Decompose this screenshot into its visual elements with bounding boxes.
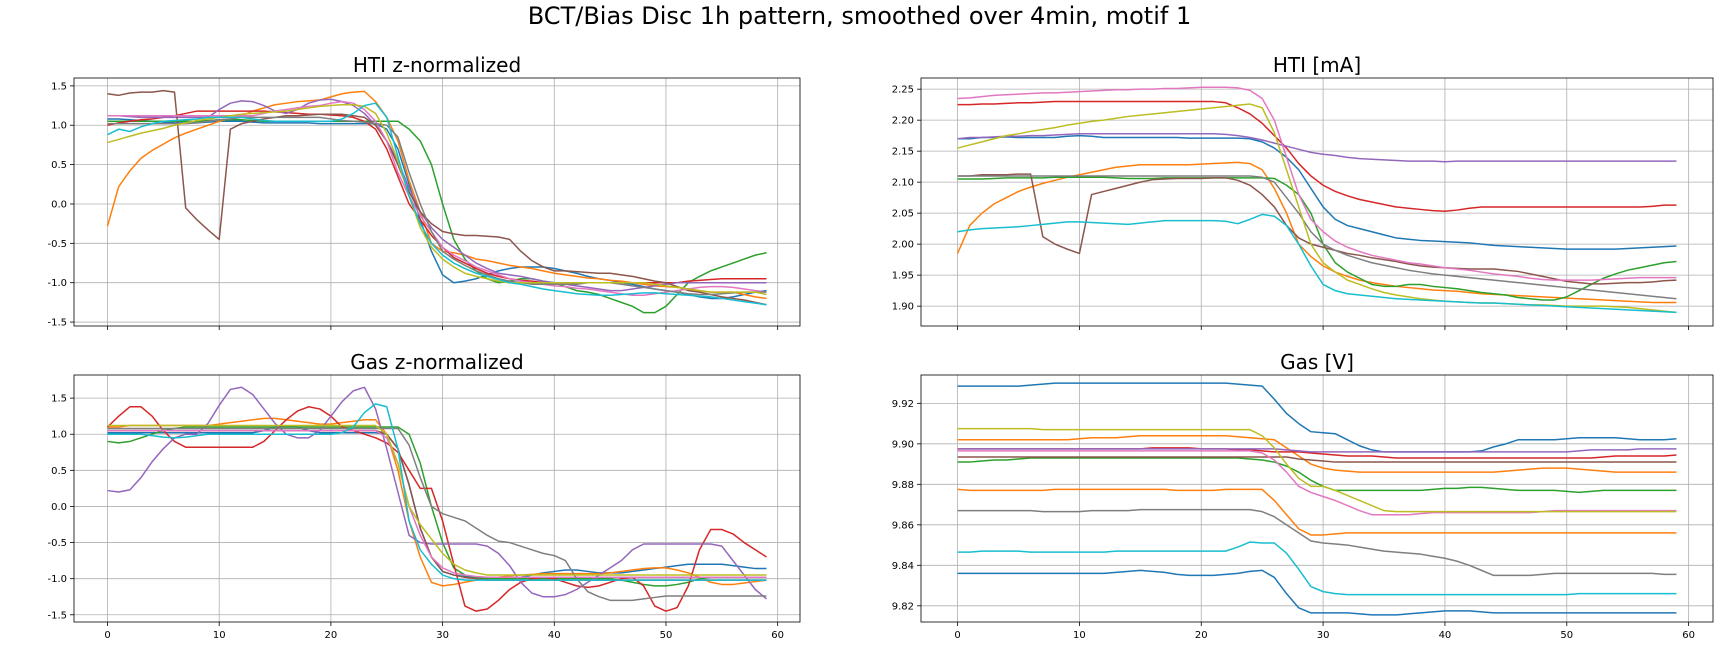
panel-hti-z-normalized-ytick-label: 0.0 bbox=[51, 199, 67, 210]
panel-gas-v-xtick-label: 50 bbox=[1560, 630, 1573, 641]
panel-gas-z-normalized-title: Gas z-normalized bbox=[350, 350, 523, 374]
panel-hti-ma-ytick-label: 2.15 bbox=[892, 147, 914, 158]
panel-hti-ma-axes-frame bbox=[920, 77, 1714, 327]
panel-hti-ma-ytick-label: 2.25 bbox=[892, 85, 914, 96]
panel-hti-ma-series-line bbox=[957, 176, 1677, 301]
panel-hti-z-normalized: -1.5 -1.0 -0.5 0.0 0.5 1.0 1.5 HTI z-normalized bbox=[47, 53, 801, 330]
panel-gas-z-normalized-ytick-label: 0.5 bbox=[51, 466, 67, 477]
panel-gas-v-series-line bbox=[957, 541, 1677, 596]
panel-gas-z-normalized-xtick-label: 10 bbox=[213, 630, 226, 641]
panel-gas-z-normalized-xtick-label: 30 bbox=[436, 630, 449, 641]
panel-gas-v-series-line bbox=[957, 457, 1677, 494]
panel-gas-v-ytick-label: 9.92 bbox=[892, 399, 914, 410]
panel-hti-z-normalized-series-line bbox=[107, 110, 767, 284]
panel-gas-v-xtick-label: 60 bbox=[1682, 630, 1695, 641]
panel-gas-v-series-line bbox=[957, 382, 1677, 453]
panel-gas-z-normalized-series-line bbox=[107, 417, 767, 587]
panel-gas-z-normalized-ytick-label: -1.5 bbox=[47, 610, 67, 621]
panel-gas-z-normalized-ytick-label: 1.0 bbox=[51, 430, 67, 441]
panel-hti-z-normalized-ytick-label: 0.5 bbox=[51, 160, 67, 171]
panel-gas-v-ytick-label: 9.86 bbox=[892, 520, 914, 531]
panel-gas-v-ytick-label: 9.90 bbox=[892, 439, 914, 450]
panel-hti-ma: 1.90 1.95 2.00 2.05 2.10 2.15 2.20 2.25 HTI [mA] bbox=[892, 53, 1714, 330]
panel-hti-z-normalized-ytick-label: 1.5 bbox=[51, 81, 67, 92]
panel-hti-ma-series-group bbox=[956, 86, 1677, 314]
panel-gas-z-normalized-series-group bbox=[106, 386, 767, 612]
panel-gas-v-series-line bbox=[957, 508, 1677, 577]
panel-hti-z-normalized-series-line bbox=[107, 116, 767, 296]
panel-gas-v-xtick-label: 40 bbox=[1439, 630, 1452, 641]
panel-hti-z-normalized-ytick-label: -1.0 bbox=[47, 278, 67, 289]
panel-gas-v-xtick-label: 0 bbox=[954, 630, 960, 641]
panel-gas-z-normalized-xtick-label: 50 bbox=[660, 630, 673, 641]
panel-gas-v-ytick-label: 9.88 bbox=[892, 480, 914, 491]
panel-hti-z-normalized-series-line bbox=[107, 102, 767, 306]
panel-gas-z-normalized-series-line bbox=[107, 386, 767, 600]
panel-gas-v: 9.82 9.84 9.86 9.88 9.90 9.92 0 10 20 30 40 50 60 Gas… bbox=[892, 350, 1714, 641]
panel-gas-v-series-line bbox=[957, 569, 1677, 616]
panel-gas-v-series-group bbox=[957, 382, 1677, 616]
panel-hti-z-normalized-ytick-label: -1.5 bbox=[47, 318, 67, 329]
panel-hti-z-normalized-series-line bbox=[107, 104, 767, 296]
panel-gas-z-normalized-xtick-label: 20 bbox=[325, 630, 338, 641]
panel-gas-z-normalized-series-line bbox=[107, 424, 767, 576]
panel-gas-v-axes-frame bbox=[920, 374, 1714, 623]
panel-gas-z-normalized-xtick-label: 0 bbox=[104, 630, 110, 641]
panel-gas-z-normalized-series-line bbox=[107, 426, 767, 587]
panel-hti-ma-ytick-label: 2.05 bbox=[892, 209, 914, 220]
panel-hti-ma-series-line bbox=[957, 134, 1677, 250]
panel-gas-v-series-line bbox=[957, 488, 1677, 536]
panel-gas-v-xtick-label: 10 bbox=[1073, 630, 1086, 641]
panel-hti-z-normalized-ytick-label: -0.5 bbox=[47, 239, 67, 250]
panel-gas-z-normalized-xtick-label: 40 bbox=[548, 630, 561, 641]
panel-gas-v-series-line bbox=[957, 427, 1677, 513]
panel-hti-ma-ytick-label: 2.00 bbox=[892, 240, 914, 251]
panel-gas-z-normalized-series-line bbox=[107, 424, 767, 578]
panel-gas-z-normalized-ytick-label: 1.5 bbox=[51, 394, 67, 405]
panel-gas-z-normalized-axes-frame bbox=[73, 374, 801, 623]
panel-hti-z-normalized-series-group bbox=[106, 89, 767, 314]
figure-title: BCT/Bias Disc 1h pattern, smoothed over … bbox=[527, 2, 1192, 30]
panel-hti-ma-series-line bbox=[957, 133, 1677, 163]
panel-hti-ma-title: HTI [mA] bbox=[1273, 53, 1361, 77]
panel-hti-z-normalized-title: HTI z-normalized bbox=[353, 53, 521, 77]
panel-hti-ma-series-line bbox=[957, 100, 1677, 213]
panel-gas-z-normalized-series-line bbox=[107, 429, 767, 578]
panel-gas-z-normalized-series-line bbox=[107, 403, 767, 581]
panel-gas-z-normalized-ytick-label: 0.0 bbox=[51, 502, 67, 513]
panel-gas-z-normalized-ytick-label: -0.5 bbox=[47, 538, 67, 549]
panel-gas-v-xtick-label: 30 bbox=[1317, 630, 1330, 641]
panel-hti-ma-series-line bbox=[957, 213, 1677, 314]
panel-gas-v-series-line bbox=[957, 456, 1677, 463]
panel-hti-ma-ytick-label: 1.95 bbox=[892, 271, 914, 282]
panel-hti-z-normalized-series-line bbox=[107, 89, 767, 306]
panel-gas-z-normalized-ytick-label: -1.0 bbox=[47, 574, 67, 585]
panel-hti-z-normalized-series-line bbox=[107, 118, 767, 300]
panel-hti-ma-series-line bbox=[956, 161, 1677, 304]
panel-hti-z-normalized-axes-frame bbox=[73, 77, 801, 327]
panel-gas-z-normalized-xtick-label: 60 bbox=[771, 630, 784, 641]
panel-hti-ma-ytick-label: 1.90 bbox=[892, 302, 914, 313]
panel-gas-v-series-line bbox=[957, 448, 1677, 453]
panel-hti-z-normalized-series-line bbox=[107, 98, 767, 292]
panel-hti-ma-ytick-label: 2.10 bbox=[892, 178, 914, 189]
panel-hti-ma-series-line bbox=[957, 175, 1677, 300]
panel-gas-z-normalized: -1.5 -1.0 -0.5 0.0 0.5 1.0 1.5 0 10 20 30 40 50 60 Gas… bbox=[47, 350, 801, 641]
panel-hti-ma-series-line bbox=[957, 86, 1677, 281]
panel-gas-z-normalized-series-line bbox=[106, 406, 767, 612]
panel-gas-z-normalized-series-line bbox=[107, 427, 767, 602]
panel-hti-ma-ytick-label: 2.20 bbox=[892, 116, 914, 127]
panel-gas-v-ytick-label: 9.82 bbox=[892, 601, 914, 612]
panel-hti-ma-series-line bbox=[957, 173, 1677, 285]
panel-gas-v-series-line bbox=[957, 450, 1677, 516]
panel-gas-v-title: Gas [V] bbox=[1280, 350, 1354, 374]
panel-gas-v-xtick-label: 20 bbox=[1195, 630, 1208, 641]
panel-gas-v-ytick-label: 9.84 bbox=[892, 561, 914, 572]
panel-gas-v-series-line bbox=[957, 434, 1677, 473]
panel-hti-z-normalized-ytick-label: 1.0 bbox=[51, 121, 67, 132]
panel-hti-z-normalized-series-line bbox=[107, 100, 767, 297]
